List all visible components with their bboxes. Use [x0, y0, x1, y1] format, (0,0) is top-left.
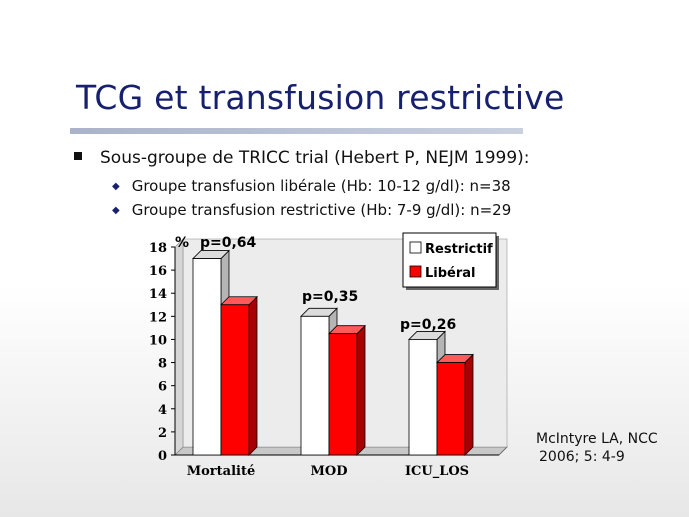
sub-bullet-liberal: ◆ Groupe transfusion libérale (Hb: 10-12 … — [112, 177, 511, 195]
bar-MOD-Libéral — [328, 333, 358, 456]
sub-bullet-text: Groupe transfusion libérale (Hb: 10-12 g… — [131, 177, 511, 195]
p-value-annotation: p=0,35 — [302, 289, 358, 305]
y-tick-label: 18 — [149, 241, 167, 256]
sub-bullet-restrictive: ◆ Groupe transfusion restrictive (Hb: 7-9… — [112, 201, 511, 219]
y-tick-label: 14 — [149, 287, 167, 302]
y-axis-label: % — [175, 235, 189, 251]
y-tick-label: 6 — [158, 380, 167, 395]
legend-swatch-Restrictif — [409, 241, 422, 254]
bar-Mortalité-Restrictif — [192, 258, 222, 456]
y-tick-label: 16 — [149, 264, 167, 279]
x-tick-label: Mortalité — [187, 464, 256, 479]
bar-Mortalité-Libéral — [220, 304, 250, 456]
y-tick-label: 8 — [158, 357, 167, 372]
y-tick-label: 12 — [149, 310, 167, 325]
bar-chart: 0 2 4 6 8 10 12 14 16 18 % Mortalité MOD ICU_LOS p=0,6… — [149, 232, 508, 479]
legend-swatch-Libéral — [409, 265, 422, 278]
legend-label-Restrictif: Restrictif — [425, 242, 493, 257]
bar-side-Mortalité-Libéral — [248, 295, 258, 456]
title-underline — [70, 128, 523, 134]
x-tick-label: MOD — [311, 464, 348, 479]
p-value-annotation: p=0,26 — [400, 317, 456, 333]
y-tick-label: 10 — [149, 333, 167, 348]
y-tick-label: 2 — [158, 426, 167, 441]
citation-line-2: 2006; 5: 4-9 — [539, 449, 625, 465]
bar-side-MOD-Libéral — [356, 324, 366, 456]
bar-ICU_LOS-Restrictif — [408, 339, 438, 456]
sub-bullet-text: Groupe transfusion restrictive (Hb: 7-9 … — [131, 201, 512, 219]
main-bullet: Sous-groupe de TRICC trial (Hebert P, NE… — [74, 148, 530, 168]
legend-label-Libéral: Libéral — [425, 266, 476, 281]
bar-ICU_LOS-Libéral — [436, 362, 466, 456]
citation: McIntyre LA, NCC 2006; 5: 4-9 — [536, 430, 658, 466]
bar-MOD-Restrictif — [300, 315, 330, 456]
chart-side-wall — [174, 238, 184, 456]
y-tick-label: 4 — [158, 403, 167, 418]
diamond-bullet-icon: ◆ — [112, 205, 120, 216]
p-value-annotation: p=0,64 — [200, 235, 257, 251]
main-bullet-text: Sous-groupe de TRICC trial (Hebert P, NE… — [100, 148, 530, 168]
y-tick-label: 0 — [158, 449, 167, 464]
bar-side-ICU_LOS-Libéral — [464, 353, 474, 456]
diamond-bullet-icon: ◆ — [112, 181, 120, 192]
citation-line-1: McIntyre LA, NCC — [536, 431, 658, 447]
square-bullet-icon — [74, 152, 82, 160]
x-tick-label: ICU_LOS — [405, 464, 469, 479]
slide-title: TCG et transfusion restrictive — [76, 78, 565, 117]
